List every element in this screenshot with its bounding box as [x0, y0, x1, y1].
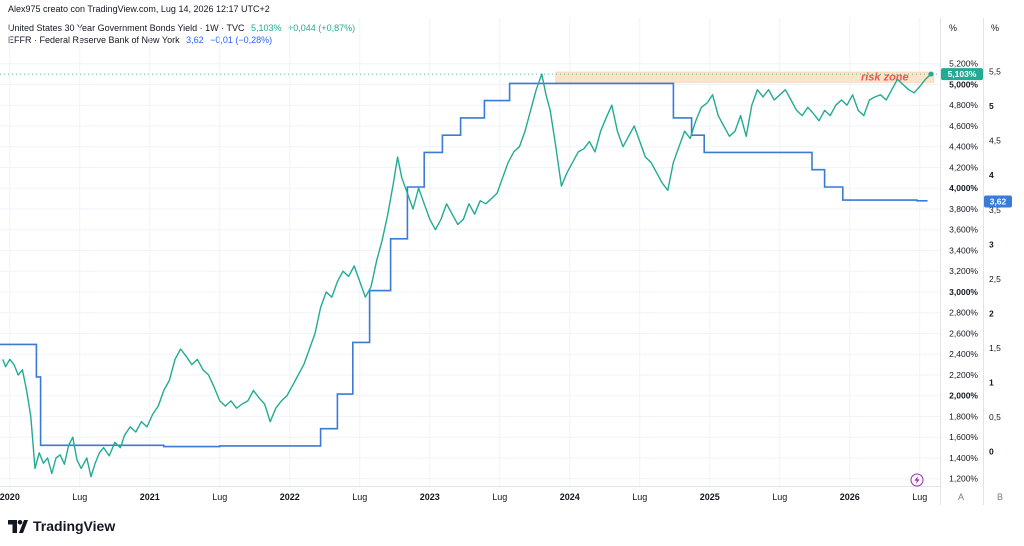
right-axis-tick-label: 1,5 [989, 343, 1001, 353]
last-value-badges: 5,103% 3,62 [941, 68, 1012, 208]
left-axis-footer: A [958, 492, 964, 502]
left-axis-tick-label: 1,600% [949, 432, 978, 442]
left-axis-tick-label: 3,000% [949, 287, 978, 297]
left-axis-tick-label: 3,800% [949, 204, 978, 214]
legend-bond-yield[interactable]: United States 30 Year Government Bonds Y… [8, 23, 355, 33]
risk-zone-rect [555, 71, 935, 83]
bond-yield-line[interactable] [2, 73, 932, 478]
x-axis-tick-label: 2024 [560, 492, 580, 502]
bond-last-point [928, 71, 934, 77]
effr-last-value-badge [984, 195, 1012, 208]
right-axis-tick-label: 4,5 [989, 136, 1001, 146]
left-axis-tick-label: 3,400% [949, 245, 978, 255]
x-axis-tick-label: Lug [912, 492, 927, 502]
x-axis-tick-label: Lug [72, 492, 87, 502]
right-axis-tick-label: 5,5 [989, 67, 1001, 77]
lightning-icon[interactable] [910, 473, 924, 487]
x-axis-tick-label: 2023 [420, 492, 440, 502]
left-axis-tick-label: 5,200% [949, 59, 978, 69]
right-axis-tick-label: 2 [989, 308, 994, 318]
legend-bond-change: +0,044 (+0,87%) [288, 23, 356, 33]
left-axis-tick-label: 2,800% [949, 308, 978, 318]
x-axis-tick-label: 2021 [140, 492, 160, 502]
price-axis-a[interactable]: 5,200% 5,000% 4,800% 4,600% 4,400% 4,200% 4,00… [949, 23, 978, 502]
x-axis-tick-label: Lug [212, 492, 227, 502]
left-axis-tick-label: 1,400% [949, 453, 978, 463]
legend-effr-label: EFFR · Federal Reserve Bank of New York [8, 35, 180, 45]
chart-canvas[interactable]: risk zone 5,200% 5,000% 4,800% 4,600% 4,400%… [0, 0, 1024, 516]
bond-last-value-text: 5,103% [948, 69, 977, 79]
right-axis-tick-label: 1 [989, 377, 994, 387]
time-axis[interactable]: 2020 Lug 2021 Lug 2022 Lug 2023 Lug 2024 Lug 2025 L… [0, 492, 927, 502]
right-axis-tick-label: 2,5 [989, 274, 1001, 284]
left-axis-tick-label: 1,800% [949, 411, 978, 421]
left-axis-tick-label: 4,800% [949, 100, 978, 110]
x-axis-tick-label: 2025 [700, 492, 720, 502]
price-axis-b[interactable]: 5,5 5 4,5 4 3,5 3 2,5 2 1,5 1 0,5 0% B [989, 23, 1003, 502]
x-axis-tick-label: Lug [632, 492, 647, 502]
left-axis-tick-label: 2,000% [949, 391, 978, 401]
left-axis-tick-label: 4,200% [949, 162, 978, 172]
left-axis-tick-label: 2,600% [949, 328, 978, 338]
legend-bond-value: 5,103% [250, 23, 282, 33]
x-axis-tick-label: Lug [352, 492, 367, 502]
x-axis-tick-label: 2020 [0, 492, 20, 502]
legend-effr-value: 3,62 [186, 35, 204, 45]
legend-effr-change: −0,01 (−0,28%) [210, 35, 273, 45]
right-axis-unit: % [991, 23, 999, 33]
tradingview-logo-text: TradingView [33, 518, 116, 534]
grid-lines [0, 18, 940, 486]
effr-line[interactable] [0, 82, 928, 448]
left-axis-tick-label: 5,000% [949, 79, 978, 89]
risk-zone-group: risk zone [555, 71, 935, 83]
left-axis-tick-label: 2,400% [949, 349, 978, 359]
tradingview-logo-icon [8, 519, 28, 533]
tradingview-logo[interactable]: TradingView [8, 517, 115, 535]
x-axis-tick-label: Lug [772, 492, 787, 502]
right-axis-tick-label: 3 [989, 239, 994, 249]
right-axis-tick-label: 3,5 [989, 205, 1001, 215]
x-axis-tick-label: 2022 [280, 492, 300, 502]
right-axis-tick-label: 5 [989, 101, 994, 111]
left-axis-tick-label: 3,200% [949, 266, 978, 276]
attribution-text: Alex975 creato con TradingView.com, Lug … [8, 4, 270, 14]
right-axis-tick-label: 0,5 [989, 412, 1001, 422]
left-axis-tick-label: 1,200% [949, 474, 978, 484]
legend-effr[interactable]: EFFR · Federal Reserve Bank of New York … [8, 35, 272, 45]
x-axis-tick-label: Lug [492, 492, 507, 502]
left-axis-tick-label: 2,200% [949, 370, 978, 380]
effr-last-value-text: 3,62 [990, 196, 1007, 206]
right-axis-footer: B [997, 492, 1003, 502]
bond-last-value-badge [941, 68, 983, 81]
left-axis-tick-label: 3,600% [949, 225, 978, 235]
left-axis-tick-label: 4,600% [949, 121, 978, 131]
left-axis-tick-label: 4,000% [949, 183, 978, 193]
right-axis-tick-label: 0 [989, 446, 994, 456]
risk-zone-label: risk zone [861, 71, 909, 83]
legend-bond-label: United States 30 Year Government Bonds Y… [8, 23, 245, 33]
x-axis-tick-label: 2026 [840, 492, 860, 502]
left-axis-unit: % [949, 23, 957, 33]
left-axis-tick-label: 4,400% [949, 142, 978, 152]
series-group [0, 71, 940, 478]
right-axis-tick-label: 4 [989, 170, 994, 180]
